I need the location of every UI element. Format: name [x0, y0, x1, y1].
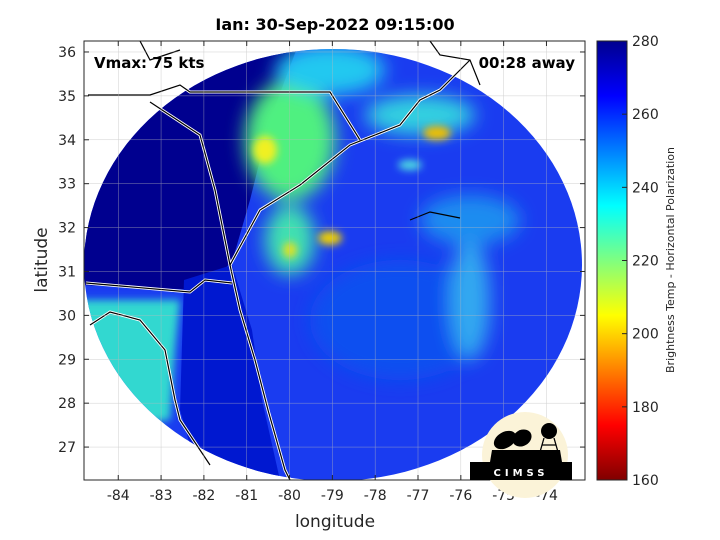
colorbar-tick-label: 260 [632, 107, 659, 123]
x-tick-label: -77 [407, 488, 430, 504]
x-tick-label: -79 [321, 488, 344, 504]
y-tick-label: 35 [58, 89, 76, 105]
x-tick-label: -78 [364, 488, 387, 504]
y-tick-label: 28 [58, 396, 76, 412]
coastline [85, 41, 481, 480]
cimss-logo: CIMSS [470, 412, 572, 498]
y-tick-label: 34 [58, 133, 76, 149]
x-axis-label: longitude [295, 512, 375, 532]
chart-title: Ian: 30-Sep-2022 09:15:00 [215, 15, 454, 34]
florida-land [180, 265, 280, 480]
colorbar-tick-label: 280 [632, 34, 659, 50]
y-tick-label: 30 [58, 308, 76, 324]
warm-regions [245, 49, 520, 380]
x-tick-label: -80 [278, 488, 301, 504]
x-tick-label: -76 [449, 488, 472, 504]
colorbar-tick-label: 220 [632, 254, 659, 270]
y-tick-label: 31 [58, 264, 76, 280]
plot-frame [83, 40, 586, 481]
warm-spots [253, 126, 451, 258]
logo-text: CIMSS [494, 468, 549, 479]
colorbar-label: Brightness Temp - Horizontal Polarizatio… [664, 147, 677, 373]
y-tick-label: 29 [58, 352, 76, 368]
time-away-annotation: 00:28 away [479, 54, 576, 72]
grid [84, 41, 585, 480]
colorbar-tick-label: 240 [632, 180, 659, 196]
colorbar-tick-label: 200 [632, 327, 659, 343]
vmax-annotation: Vmax: 75 kts [94, 54, 204, 72]
x-tick-label: -84 [107, 488, 130, 504]
colorbar-tick-label: 160 [632, 473, 659, 489]
x-tick-label: -81 [235, 488, 258, 504]
x-tick-label: -83 [150, 488, 173, 504]
y-tick-label: 33 [58, 177, 76, 193]
y-axis-label: latitude [32, 227, 52, 292]
colorbar-tick-label: 180 [632, 400, 659, 416]
y-axis: 27 28 29 30 31 32 33 34 35 36 [58, 45, 585, 456]
y-tick-label: 36 [58, 45, 76, 61]
y-tick-label: 27 [58, 440, 76, 456]
y-tick-label: 32 [58, 221, 76, 237]
swath-image [84, 41, 585, 480]
colorbar-ticks: 160 180 200 220 240 260 280 [622, 34, 659, 489]
x-axis: -84 -83 -82 -81 -80 -79 -78 -77 -76 -75 -74 [107, 41, 558, 504]
x-tick-label: -82 [192, 488, 215, 504]
